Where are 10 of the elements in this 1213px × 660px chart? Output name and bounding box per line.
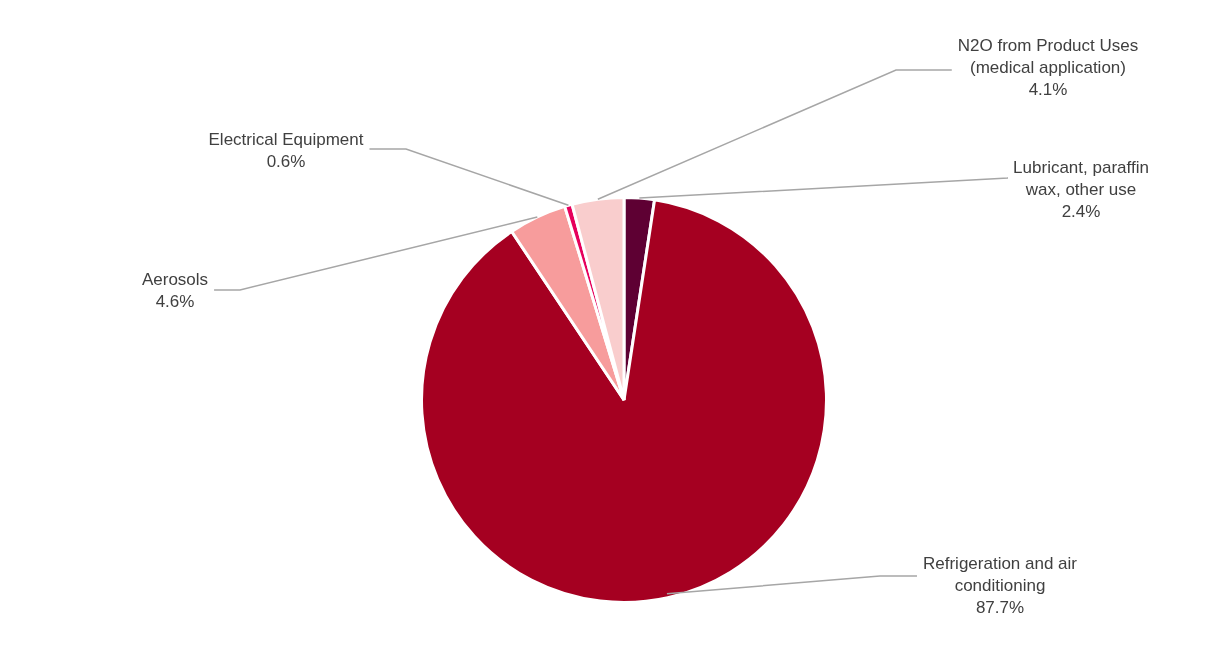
slice-label: Electrical Equipment bbox=[208, 130, 364, 150]
data-label: 2.4% bbox=[1061, 202, 1101, 222]
data-label: 4.6% bbox=[155, 292, 195, 312]
slice-label: Refrigeration and air conditioning bbox=[922, 554, 1078, 596]
slice-label: Aerosols bbox=[141, 270, 209, 290]
slice-label: Lubricant, paraffin wax, other use bbox=[1013, 158, 1149, 200]
slice-label: N2O from Product Uses (medical application) bbox=[957, 36, 1139, 78]
data-label: 4.1% bbox=[1028, 80, 1068, 100]
data-label: 0.6% bbox=[266, 152, 306, 172]
data-label: 87.7% bbox=[975, 598, 1025, 618]
